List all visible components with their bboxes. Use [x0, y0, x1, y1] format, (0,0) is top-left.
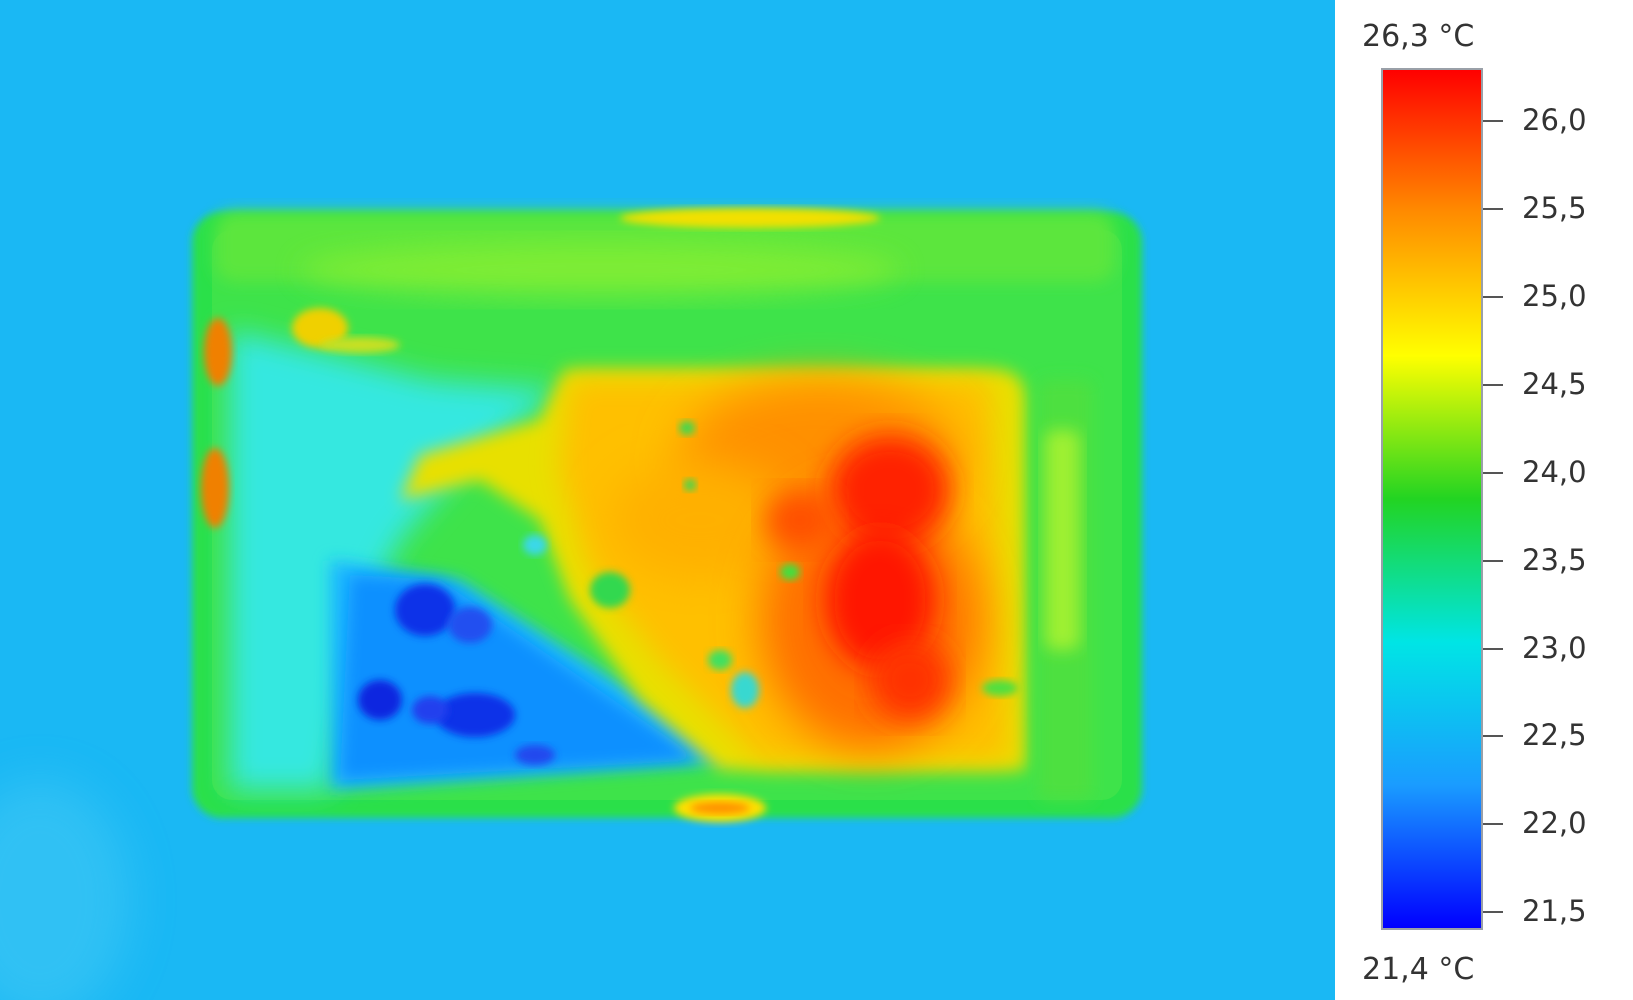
legend-tick [1483, 295, 1503, 298]
legend-tick [1483, 911, 1503, 914]
legend-tick [1483, 383, 1503, 386]
corner-haze [0, 780, 130, 1000]
temperature-legend: 26,3 °C 21,4 °C 26,0 25,5 25,0 24,5 24,0 23,5… [1335, 0, 1633, 1000]
legend-tick-label: 21,5 [1522, 894, 1587, 929]
legend-tick-label: 25,5 [1522, 190, 1587, 225]
thermal-image [0, 0, 1335, 1000]
legend-tick [1483, 647, 1503, 650]
legend-tick [1483, 559, 1503, 562]
legend-tick-label: 23,5 [1522, 542, 1587, 577]
legend-tick-label: 24,5 [1522, 366, 1587, 401]
legend-tick [1483, 207, 1503, 210]
speckles [523, 421, 1018, 708]
legend-min-label: 21,4 °C [1362, 952, 1475, 987]
color-scale-bar [1381, 68, 1483, 930]
hot-points [201, 308, 766, 822]
legend-tick-label: 24,0 [1522, 454, 1587, 489]
legend-tick [1483, 735, 1503, 738]
legend-tick-label: 25,0 [1522, 278, 1587, 313]
legend-tick [1483, 471, 1503, 474]
legend-tick [1483, 823, 1503, 826]
legend-tick [1483, 119, 1503, 122]
legend-tick-label: 22,0 [1522, 806, 1587, 841]
legend-tick-label: 22,5 [1522, 718, 1587, 753]
cold-spots [358, 584, 555, 765]
right-strip [1038, 380, 1093, 800]
legend-tick-label: 26,0 [1522, 102, 1587, 137]
warm-region [400, 370, 1025, 770]
legend-tick-label: 23,0 [1522, 630, 1587, 665]
thermal-scene [0, 208, 1142, 1000]
legend-max-label: 26,3 °C [1362, 19, 1475, 54]
